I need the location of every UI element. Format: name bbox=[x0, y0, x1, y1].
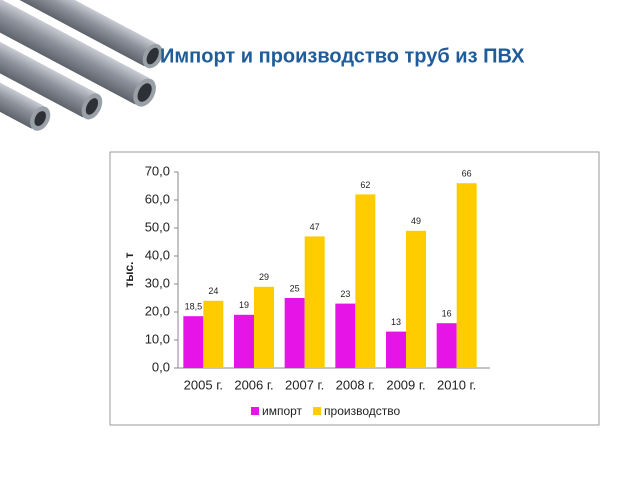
value-label: 23 bbox=[340, 289, 350, 299]
x-tick-label: 2006 г. bbox=[234, 377, 273, 392]
bar bbox=[335, 303, 356, 368]
bar bbox=[183, 316, 204, 368]
y-tick-label: 20,0 bbox=[145, 303, 170, 318]
bar bbox=[304, 236, 325, 368]
y-tick-label: 60,0 bbox=[145, 191, 170, 206]
value-label: 13 bbox=[391, 317, 401, 327]
x-tick-label: 2008 г. bbox=[336, 377, 375, 392]
legend-swatch bbox=[313, 407, 322, 415]
x-tick-label: 2005 г. bbox=[184, 377, 223, 392]
y-tick-label: 70,0 bbox=[145, 163, 170, 178]
bar bbox=[436, 323, 457, 368]
y-tick-label: 40,0 bbox=[145, 247, 170, 262]
chart-frame bbox=[109, 151, 600, 426]
x-tick-label: 2009 г. bbox=[386, 377, 425, 392]
bar bbox=[234, 314, 254, 368]
value-label: 47 bbox=[310, 222, 320, 232]
bar bbox=[203, 300, 224, 368]
bar bbox=[254, 286, 274, 368]
value-label: 18,5 bbox=[185, 302, 203, 312]
value-label: 19 bbox=[239, 300, 249, 310]
bar bbox=[406, 230, 426, 368]
value-label: 25 bbox=[290, 283, 300, 293]
value-label: 29 bbox=[259, 272, 269, 282]
y-tick-label: 50,0 bbox=[145, 219, 170, 234]
bar bbox=[386, 331, 406, 368]
value-label: 66 bbox=[462, 169, 472, 179]
pipes-image bbox=[0, 0, 163, 131]
x-tick-label: 2010 г. bbox=[437, 377, 476, 392]
value-label: 62 bbox=[360, 180, 370, 190]
y-tick-label: 30,0 bbox=[145, 275, 170, 290]
legend-label: импорт bbox=[262, 404, 303, 418]
y-tick-label: 10,0 bbox=[145, 331, 170, 346]
legend-swatch bbox=[251, 407, 259, 415]
y-axis-title: тыс. т bbox=[122, 252, 136, 287]
value-label: 49 bbox=[411, 216, 421, 226]
value-label: 24 bbox=[208, 286, 218, 296]
bar bbox=[456, 183, 477, 368]
bar bbox=[284, 298, 305, 368]
slide-title: Импорт и производство труб из ПВХ bbox=[160, 45, 525, 67]
x-tick-label: 2007 г. bbox=[285, 377, 324, 392]
y-tick-label: 0,0 bbox=[152, 359, 170, 374]
value-label: 16 bbox=[442, 309, 452, 319]
bar bbox=[355, 194, 376, 368]
legend-label: производство bbox=[324, 404, 400, 418]
